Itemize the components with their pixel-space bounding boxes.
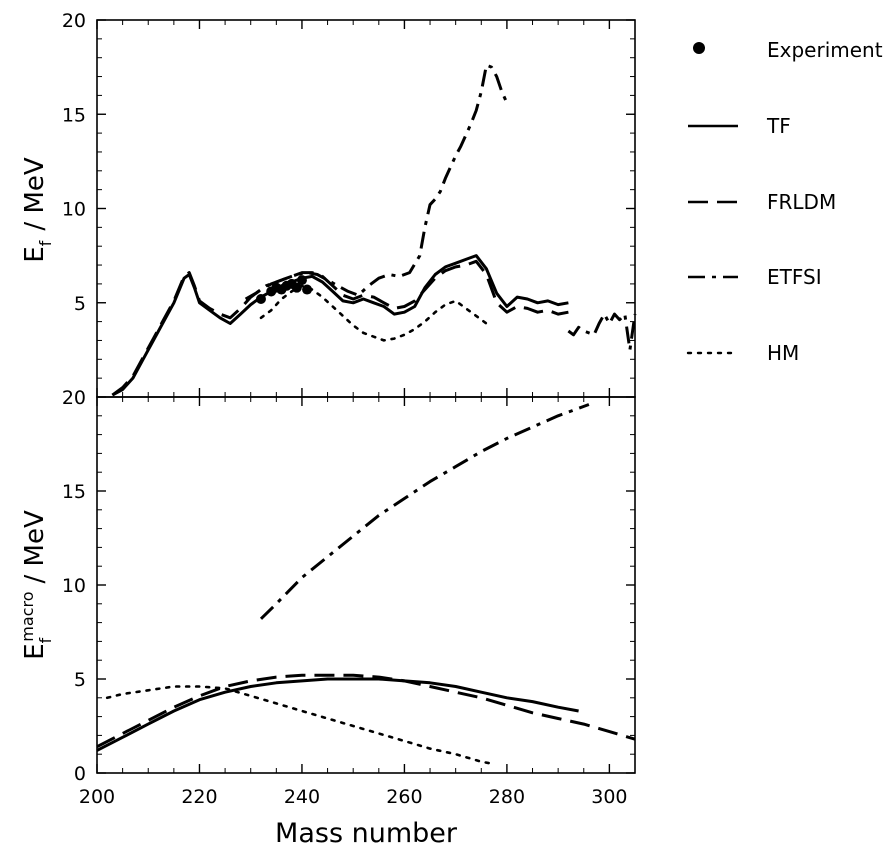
bottom-y-axis: 0 5 10 15 (62, 415, 635, 785)
legend-label-experiment: Experiment (767, 38, 883, 62)
legend: Experiment TF FRLDM ETFSI HM (686, 38, 883, 365)
top-y-label-sub: f (36, 240, 55, 246)
y-tick-label: 0 (74, 763, 86, 785)
y-tick-label: 5 (74, 669, 86, 691)
top-y-axis: 20 15 10 5 20 (62, 10, 635, 409)
bottom-y-label-main: E (20, 643, 50, 659)
series-line-tf (111, 254, 569, 397)
y-tick-label: 10 (62, 199, 86, 221)
series-line-frldm (111, 259, 569, 397)
bottom-series-group (96, 403, 636, 765)
top-y-label-main: E (20, 246, 50, 262)
bottom-y-axis-label: Efmacro / MeV (18, 510, 55, 660)
x-axis-label: Mass number (275, 818, 458, 849)
bottom-y-label-unit: / MeV (20, 510, 50, 583)
y-tick-label: 5 (74, 293, 86, 315)
bottom-y-label-sub: f (36, 637, 55, 643)
series-line-etfsi (259, 403, 590, 620)
top-y-label-unit: / MeV (20, 157, 50, 230)
x-tick-label: 200 (79, 786, 115, 808)
series-line-frldm (96, 673, 636, 749)
top-x-axis-ticks (96, 20, 636, 397)
series-line-hm (105, 685, 493, 765)
series-line-hm (259, 284, 488, 342)
bottom-x-axis: 200 220 240 260 280 300 (79, 397, 636, 808)
legend-label-tf: TF (766, 114, 791, 138)
top-panel: 20 15 10 5 20 Ef / MeV (20, 10, 637, 409)
top-y-axis-label: Ef / MeV (20, 157, 55, 263)
top-series-group (111, 63, 637, 397)
legend-marker-experiment (693, 42, 705, 54)
experiment-point (302, 284, 313, 295)
top-plot-frame (96, 19, 636, 398)
x-tick-label: 280 (489, 786, 525, 808)
bottom-y-label-sup: macro (18, 591, 37, 641)
y-tick-label: 20 (62, 387, 86, 409)
y-tick-label: 10 (62, 575, 86, 597)
bottom-panel: 0 5 10 15 200 220 240 260 280 300 Efmacro / MeV M… (18, 396, 636, 849)
series-line-etfsi (567, 312, 637, 352)
x-tick-label: 300 (591, 786, 627, 808)
y-tick-label: 20 (62, 10, 86, 32)
y-tick-label: 15 (62, 481, 86, 503)
legend-label-hm: HM (767, 341, 799, 365)
x-tick-label: 220 (181, 786, 217, 808)
legend-label-etfsi: ETFSI (767, 265, 822, 289)
x-tick-label: 260 (386, 786, 422, 808)
series-line-etfsi (244, 63, 509, 301)
y-tick-label: 15 (62, 104, 86, 126)
legend-label-frldm: FRLDM (767, 190, 836, 214)
x-tick-label: 240 (284, 786, 320, 808)
series-line-tf (96, 677, 579, 752)
